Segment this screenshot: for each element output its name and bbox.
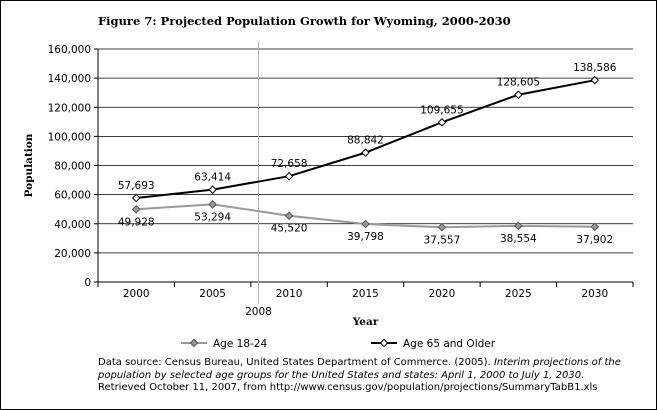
data-label: 88,842 bbox=[347, 135, 384, 147]
data-point-marker bbox=[437, 118, 447, 127]
data-point-marker bbox=[131, 193, 141, 203]
data-source-note: Data source: Census Bureau, United State… bbox=[98, 357, 643, 395]
source-title: Interim projections of the population by… bbox=[98, 357, 621, 381]
data-point-marker bbox=[131, 204, 141, 214]
y-tick-label: 140,000 bbox=[48, 73, 91, 85]
data-label: 45,520 bbox=[271, 223, 308, 235]
y-tick-label: 40,000 bbox=[54, 219, 91, 231]
x-tick-label: 2030 bbox=[581, 288, 608, 300]
data-label: 138,586 bbox=[573, 62, 617, 74]
y-tick-label: 0 bbox=[84, 277, 91, 289]
y-tick-label: 120,000 bbox=[48, 102, 91, 114]
data-label: 38,554 bbox=[500, 233, 537, 245]
legend-marker bbox=[379, 338, 389, 348]
data-point-marker bbox=[208, 200, 217, 209]
data-label: 72,658 bbox=[271, 158, 308, 170]
x-axis-title: Year bbox=[352, 316, 379, 328]
y-tick-label: 160,000 bbox=[48, 44, 91, 56]
x-tick-label: 2015 bbox=[352, 288, 379, 300]
y-tick-label: 20,000 bbox=[54, 248, 91, 260]
data-point-marker bbox=[590, 75, 600, 85]
data-point-marker bbox=[361, 148, 370, 157]
data-label: 128,605 bbox=[497, 77, 540, 89]
x-tick-label: 2020 bbox=[429, 288, 456, 300]
x-tick-label: 2010 bbox=[276, 288, 303, 300]
data-point-marker bbox=[284, 211, 294, 221]
data-label: 39,798 bbox=[347, 231, 384, 243]
y-tick-label: 100,000 bbox=[48, 131, 91, 143]
data-point-marker bbox=[208, 185, 217, 194]
x-tick-label: 2025 bbox=[505, 288, 532, 300]
source-retrieved: Retrieved October 11, 2007, from http://… bbox=[98, 382, 598, 393]
data-label: 49,928 bbox=[118, 216, 155, 228]
y-axis-title: Population bbox=[23, 133, 35, 197]
source-prefix: Data source: Census Bureau, United State… bbox=[98, 357, 494, 368]
data-point-marker bbox=[514, 90, 523, 100]
data-label: 57,693 bbox=[118, 180, 155, 192]
data-label: 37,902 bbox=[576, 234, 613, 246]
data-point-marker bbox=[284, 171, 294, 181]
y-tick-label: 60,000 bbox=[54, 190, 91, 202]
data-label: 37,557 bbox=[424, 234, 461, 246]
legend-label: Age 18-24 bbox=[213, 338, 267, 350]
data-label: 53,294 bbox=[194, 211, 231, 223]
legend-marker bbox=[189, 338, 199, 348]
y-tick-label: 80,000 bbox=[54, 161, 91, 173]
data-point-marker bbox=[437, 223, 447, 232]
data-label: 63,414 bbox=[194, 172, 231, 184]
legend-label: Age 65 and Older bbox=[403, 338, 496, 350]
reference-line-label: 2008 bbox=[245, 306, 272, 318]
chart-title: Figure 7: Projected Population Growth fo… bbox=[98, 14, 511, 28]
data-point-marker bbox=[590, 222, 600, 232]
x-tick-label: 2000 bbox=[123, 288, 150, 300]
data-point-marker bbox=[361, 219, 370, 229]
data-label: 109,655 bbox=[420, 104, 463, 116]
x-tick-label: 2005 bbox=[199, 288, 226, 300]
data-point-marker bbox=[514, 221, 523, 231]
